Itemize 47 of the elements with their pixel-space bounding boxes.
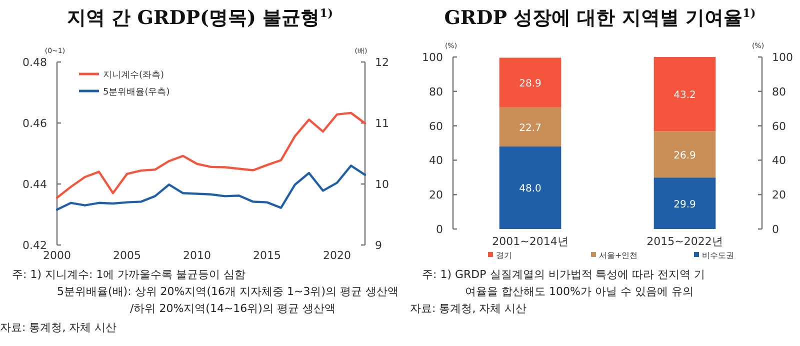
chart-title: 지역 간 GRDP(명목) 불균형$^{1)}$ [67,6,333,29]
legend-label: 5분위배율(우측) [103,88,170,98]
chart-title: GRDP 성장에 대한 지역별 기여율$^{1)}$ [444,6,756,29]
y2-tick-label: 10 [375,178,389,191]
y-tick-label: 60 [429,120,443,133]
text: 주: 1) 지니계수: 1에 가까울수록 불균등이 심함 [12,268,246,281]
y-tick-label: 0.44 [22,178,47,191]
x-tick-label: 2005 [113,249,141,262]
text: 자료: 통계청, 자체 시산 [410,302,527,315]
y2-tick-label: 12 [375,56,389,69]
y2-tick-label: 9 [375,239,382,252]
y2-tick-label: 100 [772,51,793,64]
x-tick-label: 2015 [253,249,281,262]
data-label: 43.2 [674,90,696,102]
text: /하위 20%지역(14~16위)의 평균 생산액 [130,302,336,315]
x-tick-label: 2001~2014년 [492,235,568,248]
y2-tick-label: 40 [772,154,786,168]
x-tick-label: 2020 [323,249,351,262]
legend-label: 지니계수(좌측) [103,70,164,80]
legend-label: 서울+인천 [599,251,638,260]
data-label: 28.9 [519,78,542,90]
y-tick-label: 0.42 [22,239,47,252]
y-tick-label: 40 [429,154,443,168]
y2-tick-label: 20 [772,188,786,202]
text: 여율을 합산해도 100%가 아닐 수 있음에 유의 [465,285,694,298]
y-tick-label: 0 [436,223,443,236]
y2-tick-label: 80 [772,85,786,98]
x-tick-label: 2010 [183,249,211,262]
data-label: 26.9 [674,150,696,162]
data-label: 22.7 [519,122,542,134]
legend-label: 비수도권 [702,251,734,260]
data-label: 29.9 [674,199,696,210]
y-tick-label: 0.48 [22,56,47,69]
y2-tick-label: 60 [772,120,786,133]
y2-tick-label: 11 [375,117,389,130]
text: 5분위배율(배): 상위 20%지역(16개 지자체중 1~3위)의 평균 생산액 [57,285,399,298]
y-tick-label: 80 [429,85,443,98]
y-tick-label: 20 [429,188,443,202]
y2-tick-label: 0 [772,223,779,236]
text: 주: 1) GRDP 실질계열의 비가법적 특성에 따라 전지역 기 [422,268,706,281]
y-tick-label: 0.46 [22,117,47,130]
y-tick-label: 100 [422,51,443,64]
text: 자료: 통계청, 자체 시산 [0,321,117,334]
x-tick-label: 2015~2022년 [646,235,723,248]
data-label: 48.0 [519,184,542,195]
legend-label: 경기 [496,251,512,260]
x-tick-label: 2000 [43,249,71,262]
